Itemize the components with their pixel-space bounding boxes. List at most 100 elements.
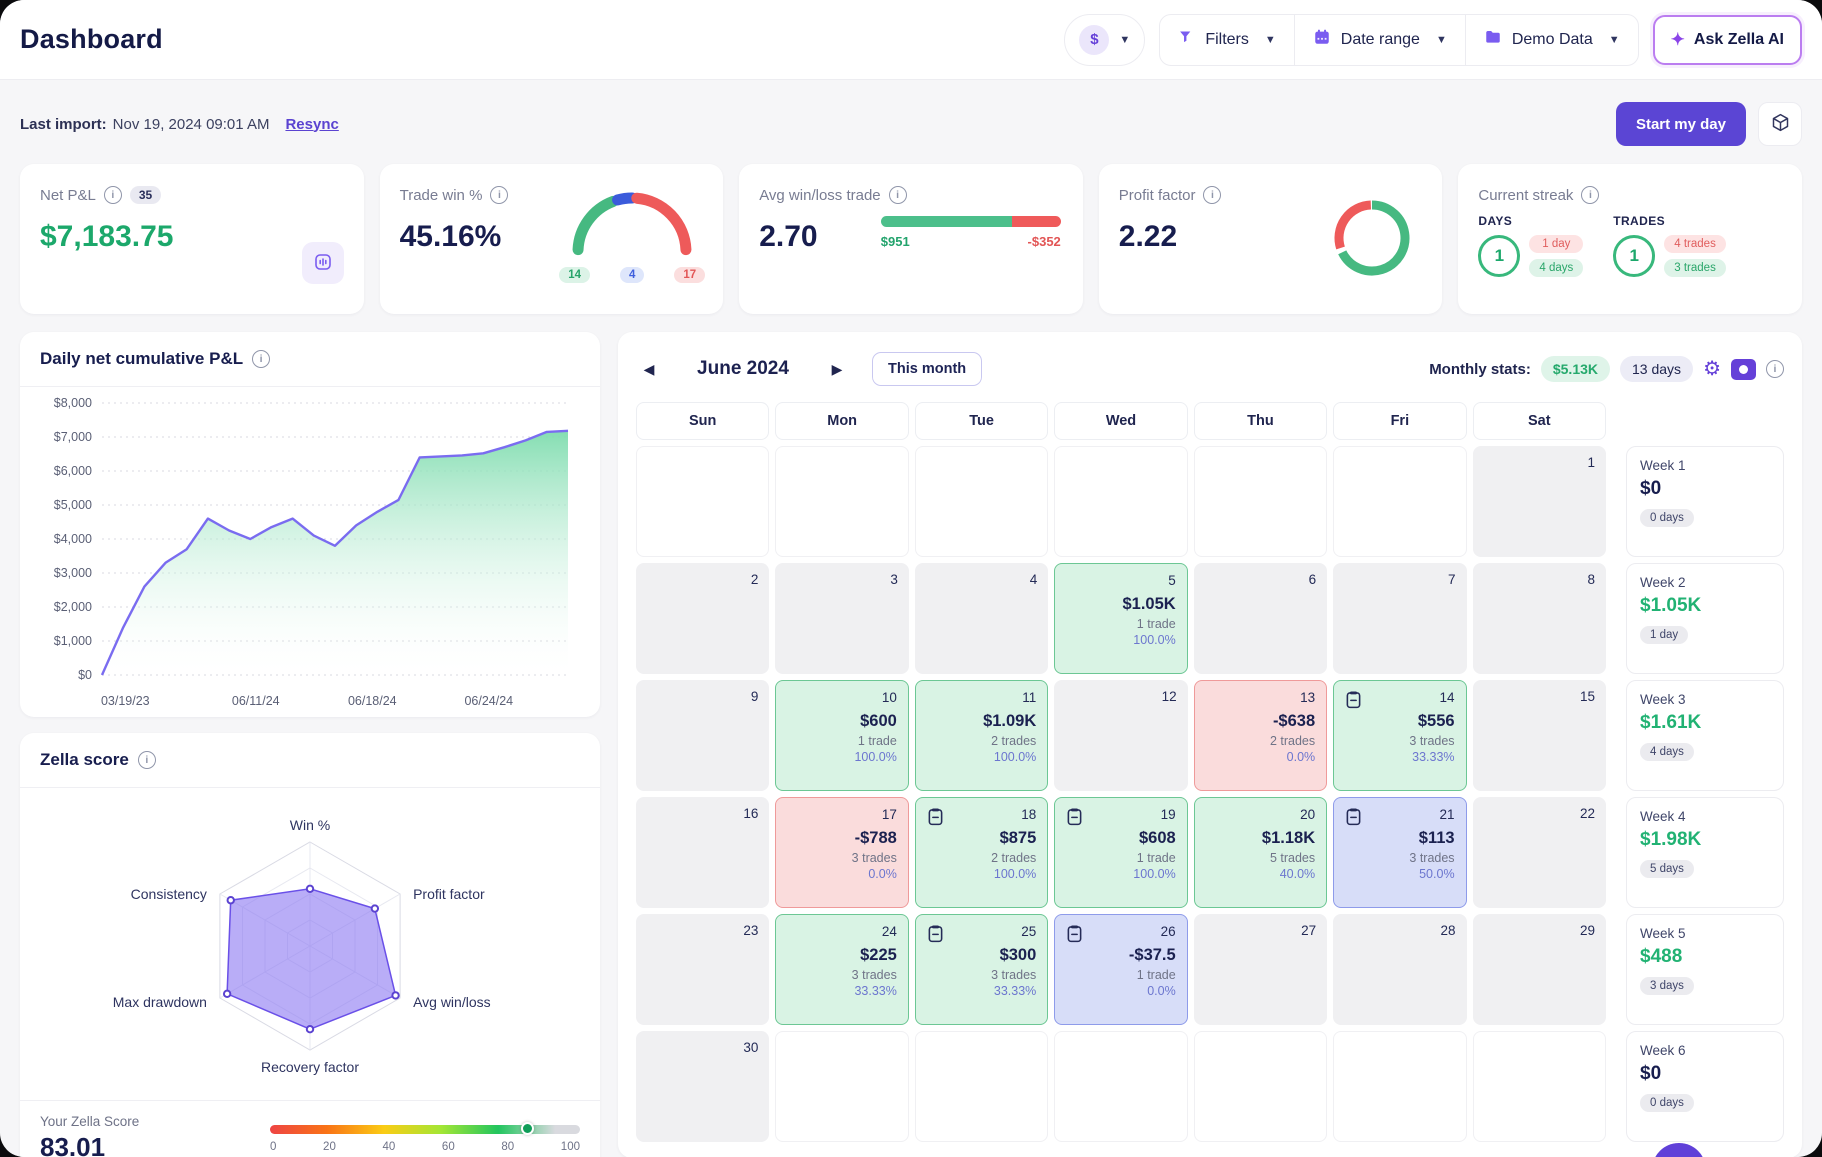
week-summary-column: Week 1 $0 0 days Week 2 $1.05K 1 day Week 3 $1.… [1626,402,1784,1144]
week-summary-week-4: Week 4 $1.98K 5 days [1626,797,1784,908]
camera-icon[interactable] [1731,358,1756,380]
note-icon[interactable] [925,806,946,832]
info-icon[interactable]: i [137,751,156,769]
info-icon[interactable]: i [490,186,509,204]
calendar-day-6[interactable]: 6 [1193,563,1328,674]
svg-text:$5,000: $5,000 [54,498,92,512]
day-stats: $600 1 trade 100.0% [854,712,896,764]
ask-zella-ai-button[interactable]: ✦ Ask Zella AI [1652,14,1802,65]
info-icon[interactable]: i [1766,360,1784,378]
info-icon[interactable]: i [1203,186,1222,204]
calendar-day-30[interactable]: 30 [636,1031,770,1142]
info-icon[interactable]: i [1581,186,1600,204]
this-month-button[interactable]: This month [872,352,983,386]
week-pnl-value: $1.61K [1640,712,1702,733]
day-winrate: 33.33% [993,984,1037,998]
chat-fab-button[interactable] [1652,1143,1706,1157]
calendar-day-out [1054,446,1188,557]
svg-text:06/24/24: 06/24/24 [464,694,513,708]
note-icon[interactable] [1064,806,1085,832]
calendar-day-7[interactable]: 7 [1333,563,1467,674]
week-label: Week 3 [1640,692,1686,707]
dow-label-tue: Tue [914,402,1049,440]
day-pnl-value: -$37.5 [1128,946,1176,964]
calendar-day-2[interactable]: 2 [636,563,770,674]
calendar-day-25[interactable]: 25 $300 3 trades 33.33% [914,914,1049,1025]
calendar-day-4[interactable]: 4 [914,563,1049,674]
calendar-day-28[interactable]: 28 [1333,914,1467,1025]
day-number: 23 [743,923,759,938]
day-trades: 1 trade [1136,851,1176,865]
package-icon-button[interactable] [1758,102,1802,146]
week-summary-week-5: Week 5 $488 3 days [1626,914,1784,1025]
note-icon[interactable] [925,923,946,949]
calendar-day-14[interactable]: 14 $556 3 trades 33.33% [1333,680,1467,791]
week-summary-week-3: Week 3 $1.61K 4 days [1626,680,1784,791]
calendar-day-23[interactable]: 23 [636,914,770,1025]
day-number: 4 [1029,572,1038,587]
calendar-day-18[interactable]: 18 $875 2 trades 100.0% [914,797,1049,908]
day-trades: 3 trades [1409,851,1455,865]
date-range-dropdown[interactable]: Date range ▼ [1293,14,1465,65]
zella-score-title: Zella score [40,750,129,769]
win-gauge: 14 4 17 [557,180,707,283]
calendar-day-10[interactable]: 10 $600 1 trade 100.0% [775,680,909,791]
info-icon[interactable]: i [103,186,122,204]
calendar-day-3[interactable]: 3 [775,563,909,674]
calendar-day-15[interactable]: 15 [1472,680,1606,791]
day-pnl-value: $1.18K [1261,829,1316,847]
day-number: 10 [881,690,897,705]
calendar-day-20[interactable]: 20 $1.18K 5 trades 40.0% [1193,797,1328,908]
calendar-day-22[interactable]: 22 [1472,797,1606,908]
calendar-day-12[interactable]: 12 [1054,680,1188,791]
gear-icon[interactable]: ⚙ [1703,358,1721,380]
note-icon[interactable] [1343,689,1364,715]
info-icon[interactable]: i [888,186,907,204]
calendar-day-24[interactable]: 24 $225 3 trades 33.33% [775,914,909,1025]
currency-dropdown[interactable]: $ ▼ [1064,13,1146,66]
calendar-day-27[interactable]: 27 [1193,914,1328,1025]
day-trades: 1 trade [1136,968,1176,982]
days-streak-value: 1 [1478,235,1521,277]
profit-factor-label: Profit factor [1118,186,1196,204]
kpi-row: Net P&L i 35 $7,183.75 Trade win % i 45.… [20,164,1802,314]
svg-text:Consistency: Consistency [131,886,207,902]
cumulative-pnl-chart: $8,000 $7,000 $6,000 $5,000 $4,000 $3,000 $2,0… [54,396,569,708]
day-number: 9 [750,689,759,704]
day-of-week-row: Sun Mon Tue Wed Thu Fri Sat [636,402,1606,440]
calendar-day-1[interactable]: 1 [1472,446,1606,557]
calendar-day-5[interactable]: 5 $1.05K 1 trade 100.0% [1054,563,1188,674]
dow-label-sat: Sat [1472,402,1606,440]
win-loss-bar: $951 -$352 [880,216,1061,249]
calendar-day-9[interactable]: 9 [636,680,770,791]
note-icon[interactable] [1064,923,1085,949]
day-number: 25 [1021,924,1037,939]
calendar-day-8[interactable]: 8 [1472,563,1606,674]
calendar-day-13[interactable]: 13 -$638 2 trades 0.0% [1193,680,1328,791]
calendar-day-29[interactable]: 29 [1472,914,1606,1025]
prev-month-button[interactable]: ◀ [636,356,662,382]
calendar-day-11[interactable]: 11 $1.09K 2 trades 100.0% [914,680,1049,791]
week-label: Week 4 [1640,809,1686,824]
info-icon[interactable]: i [252,350,271,368]
week-pnl-value: $488 [1640,946,1683,967]
day-number: 6 [1308,572,1317,587]
calendar-day-17[interactable]: 17 -$788 3 trades 0.0% [775,797,909,908]
trade-win-label: Trade win % [399,186,483,204]
net-pnl-value: $7,183.75 [40,220,174,253]
start-my-day-button[interactable]: Start my day [1615,102,1746,146]
calendar-day-19[interactable]: 19 $608 1 trade 100.0% [1054,797,1188,908]
svg-text:06/11/24: 06/11/24 [232,694,280,708]
resync-link[interactable]: Resync [285,115,339,133]
calendar-day-21[interactable]: 21 $113 3 trades 50.0% [1333,797,1467,908]
calendar-day-16[interactable]: 16 [636,797,770,908]
journal-button[interactable] [301,242,344,284]
note-icon[interactable] [1343,806,1364,832]
scale-tick-label: 60 [441,1140,455,1153]
filters-dropdown[interactable]: Filters ▼ [1160,15,1293,65]
calendar-day-26[interactable]: 26 -$37.5 1 trade 0.0% [1054,914,1188,1025]
next-month-button[interactable]: ▶ [824,356,850,382]
day-trades: 2 trades [991,851,1037,865]
demo-data-dropdown[interactable]: Demo Data ▼ [1464,14,1638,65]
avg-win-value: $951 [880,234,910,249]
